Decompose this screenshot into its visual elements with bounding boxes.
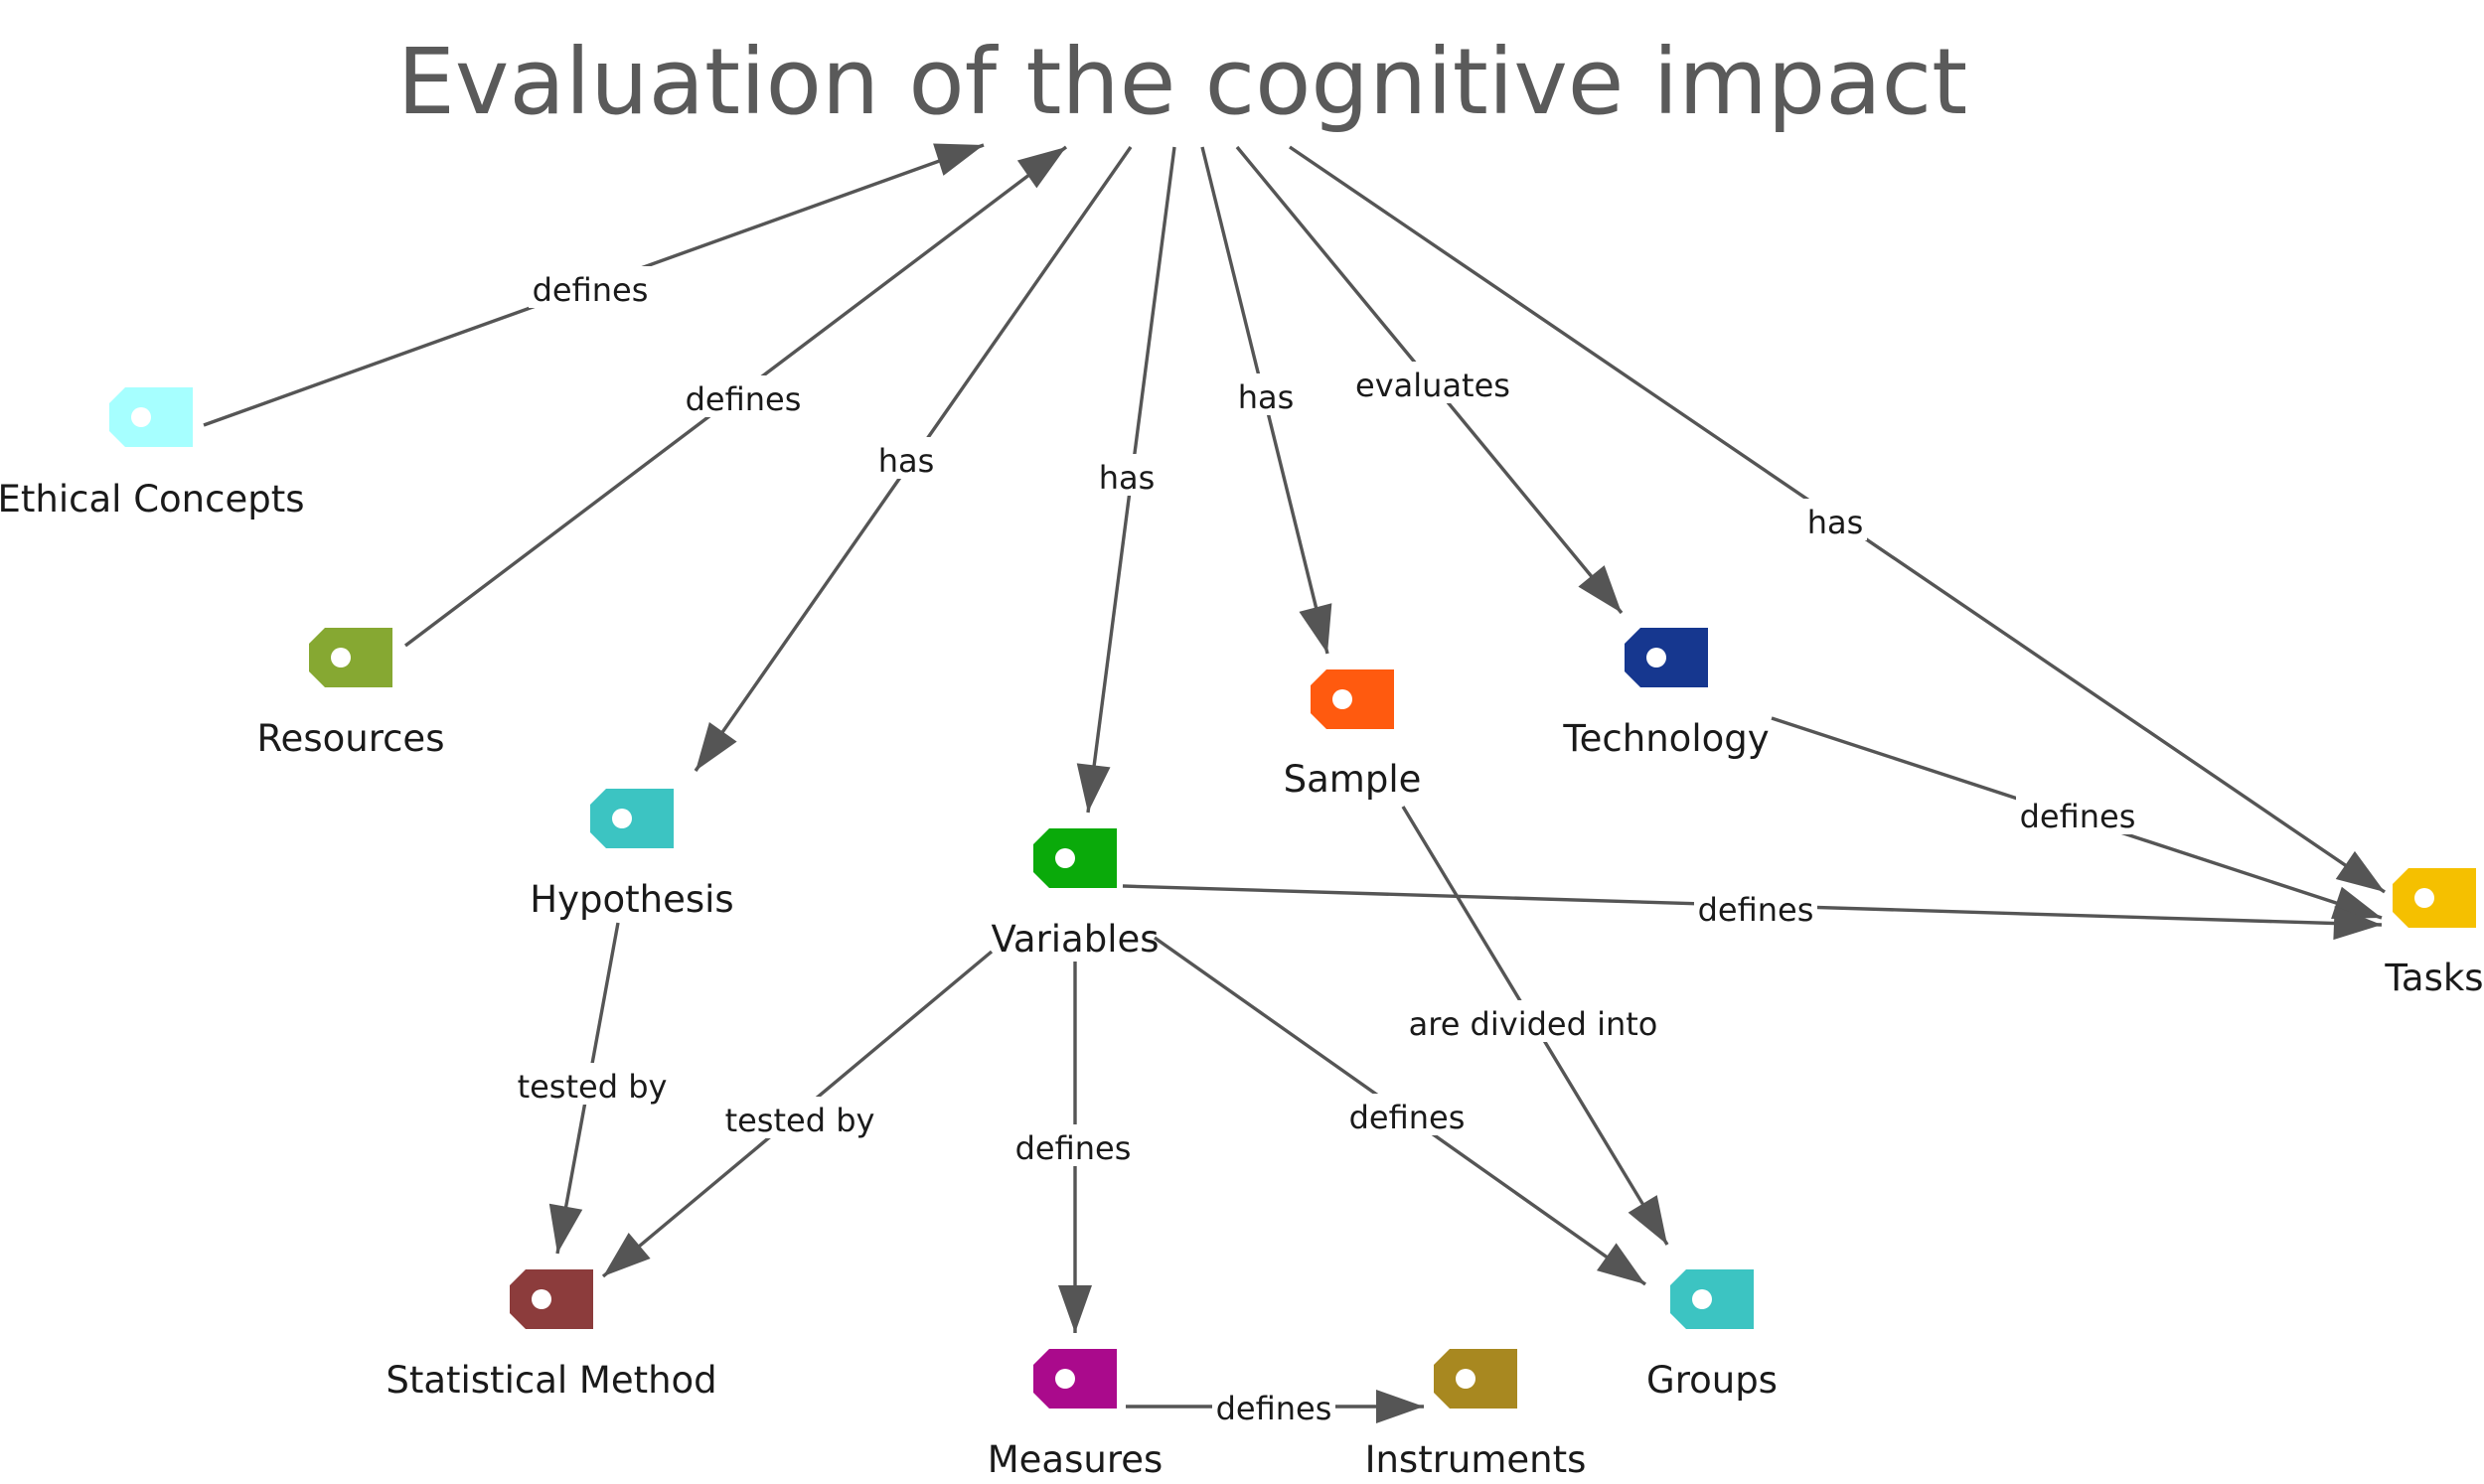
arrowhead [603, 1233, 651, 1276]
nodes: Ethical Concepts Resources Hypothesis Varia… [0, 387, 2484, 1481]
node-label: Hypothesis [530, 878, 733, 921]
arrowhead [2333, 906, 2382, 941]
node-label: Sample [1284, 758, 1422, 801]
edge-title-tasks: has [1289, 145, 2386, 894]
edge-label: defines [533, 271, 649, 309]
node-statistical[interactable]: Statistical Method [386, 1269, 717, 1402]
edge-label-bg [725, 1097, 874, 1138]
tag-hole [1692, 1289, 1712, 1309]
node-label: Variables [991, 918, 1159, 961]
tag-hole [1055, 848, 1075, 868]
edge-label: has [1099, 459, 1156, 497]
tag-hole [532, 1289, 551, 1309]
node-measures[interactable]: Measures [988, 1349, 1164, 1481]
edge-label-bg [1420, 1000, 1646, 1042]
edge-label-bg [682, 375, 805, 417]
tag-hole [1055, 1369, 1075, 1389]
edge-label-bg [1234, 373, 1298, 415]
tag-hole [2414, 888, 2434, 908]
arrowhead [1628, 1195, 1667, 1245]
edge-resources-title: defines [403, 145, 1068, 648]
node-label: Tasks [2384, 957, 2483, 999]
node-instruments[interactable]: Instruments [1365, 1349, 1587, 1481]
node-label: Statistical Method [386, 1359, 716, 1402]
edge-label: defines [1349, 1099, 1466, 1136]
node-hypothesis[interactable]: Hypothesis [530, 789, 734, 921]
tag-hole [331, 648, 351, 668]
edge-label: has [878, 442, 935, 480]
node-label: Resources [257, 717, 445, 760]
edge-label-bg [1694, 886, 1817, 928]
edge-label-bg [874, 437, 938, 479]
node-groups[interactable]: Groups [1646, 1269, 1778, 1402]
arrowhead [1596, 1243, 1645, 1284]
edge-label: has [1238, 378, 1295, 416]
node-resources[interactable]: Resources [257, 628, 445, 760]
edge-variables-measures: defines [1011, 962, 1135, 1333]
edge-label-bg [518, 1063, 667, 1105]
edge-label-bg [1095, 454, 1159, 496]
edge-label-bg [529, 266, 652, 308]
arrowhead [1058, 1285, 1092, 1333]
edge-ethical-title: defines [203, 143, 985, 427]
edge-label-bg [1358, 362, 1507, 403]
edge-label-bg [1345, 1094, 1469, 1135]
edge-label: defines [2020, 798, 2136, 835]
tag-hole [131, 407, 151, 427]
edge-measures-instruments: defines [1126, 1385, 1424, 1427]
node-label: Groups [1646, 1359, 1778, 1402]
arrowhead [933, 143, 984, 176]
arrowhead [1076, 763, 1111, 813]
edge-label: has [1807, 504, 1864, 541]
tag-hole [1646, 648, 1666, 668]
tag-hole [1332, 689, 1352, 709]
edge-title-hypothesis: has [694, 146, 1133, 772]
arrowhead [1016, 147, 1066, 189]
tag-hole [612, 809, 632, 828]
edge-label-bg [1212, 1385, 1335, 1426]
edge-label: are divided into [1409, 1005, 1658, 1043]
arrowhead [696, 722, 737, 771]
edge-sample-groups: are divided into [1401, 806, 1669, 1246]
edge-variables-statistical: tested by [601, 950, 994, 1278]
edge-variables-groups: defines [1154, 936, 1646, 1286]
edge-label-bg [1803, 499, 1867, 540]
edge-title-sample: has [1200, 146, 1332, 655]
edge-hypothesis-statistical: tested by [518, 922, 668, 1255]
edge-label: tested by [725, 1102, 875, 1139]
edge-label: defines [686, 380, 802, 418]
edges: defines defines has has has evaluates has defin… [203, 143, 2386, 1427]
arrowhead [548, 1203, 583, 1254]
node-technology[interactable]: Technology [1562, 628, 1770, 760]
edge-label: evaluates [1355, 367, 1510, 404]
edge-label: defines [1698, 891, 1814, 929]
arrowhead [1578, 565, 1622, 613]
diagram-title: Evaluation of the cognitive impact [397, 29, 1968, 135]
edge-title-variables: has [1076, 146, 1176, 814]
node-tasks[interactable]: Tasks [2384, 868, 2484, 999]
edge-label: tested by [518, 1068, 668, 1106]
arrowhead [1299, 603, 1332, 654]
edge-label: defines [1216, 1390, 1332, 1427]
tag-hole [1456, 1369, 1475, 1389]
edge-label-bg [2016, 793, 2139, 834]
node-sample[interactable]: Sample [1284, 669, 1422, 801]
edge-variables-tasks: defines [1122, 884, 2383, 941]
edge-title-technology: evaluates [1235, 145, 1624, 615]
arrowhead [2335, 850, 2385, 892]
node-label: Instruments [1365, 1438, 1587, 1481]
edge-label: defines [1015, 1129, 1132, 1167]
node-label: Measures [988, 1438, 1164, 1481]
node-label: Ethical Concepts [0, 478, 304, 520]
edge-technology-tasks: defines [1771, 716, 2383, 920]
node-variables[interactable]: Variables [991, 828, 1160, 961]
arrowhead [1376, 1390, 1424, 1423]
edge-label-bg [1011, 1124, 1135, 1166]
node-ethical[interactable]: Ethical Concepts [0, 387, 304, 520]
node-label: Technology [1562, 717, 1769, 760]
